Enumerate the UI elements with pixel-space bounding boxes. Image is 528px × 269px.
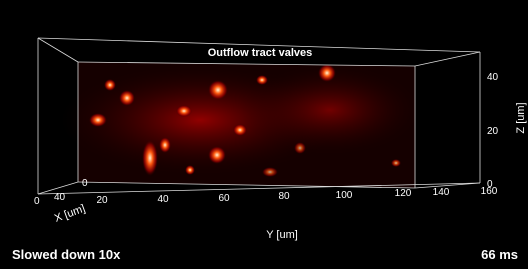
y-tick-label: 40 [157,194,169,205]
y-tick-label: 120 [395,188,412,199]
page: Outflow tract valves 0 20 40 60 80 100 1… [0,0,528,269]
z-tick-label: 0 [487,179,493,190]
y-tick-label: 20 [96,195,108,206]
volume-render [60,62,420,188]
playback-speed: Slowed down 10x [12,247,121,262]
y-tick-label: 80 [278,191,290,202]
y-axis-label: Y [um] [266,229,298,241]
viewer: Outflow tract valves 0 20 40 60 80 100 1… [0,0,528,269]
z-tick-label: 40 [487,72,499,83]
z-axis-label: Z [um] [515,102,527,133]
y-tick-label: 0 [82,178,88,189]
y-tick-label: 100 [336,190,353,201]
y-tick-label: 60 [218,193,230,204]
y-tick-label: 140 [433,187,450,198]
x-tick-label: 40 [54,192,66,203]
x-tick-label: 0 [34,196,40,207]
title: Outflow tract valves [208,47,313,59]
z-tick-label: 20 [487,126,499,137]
timestamp: 66 ms [481,247,518,262]
